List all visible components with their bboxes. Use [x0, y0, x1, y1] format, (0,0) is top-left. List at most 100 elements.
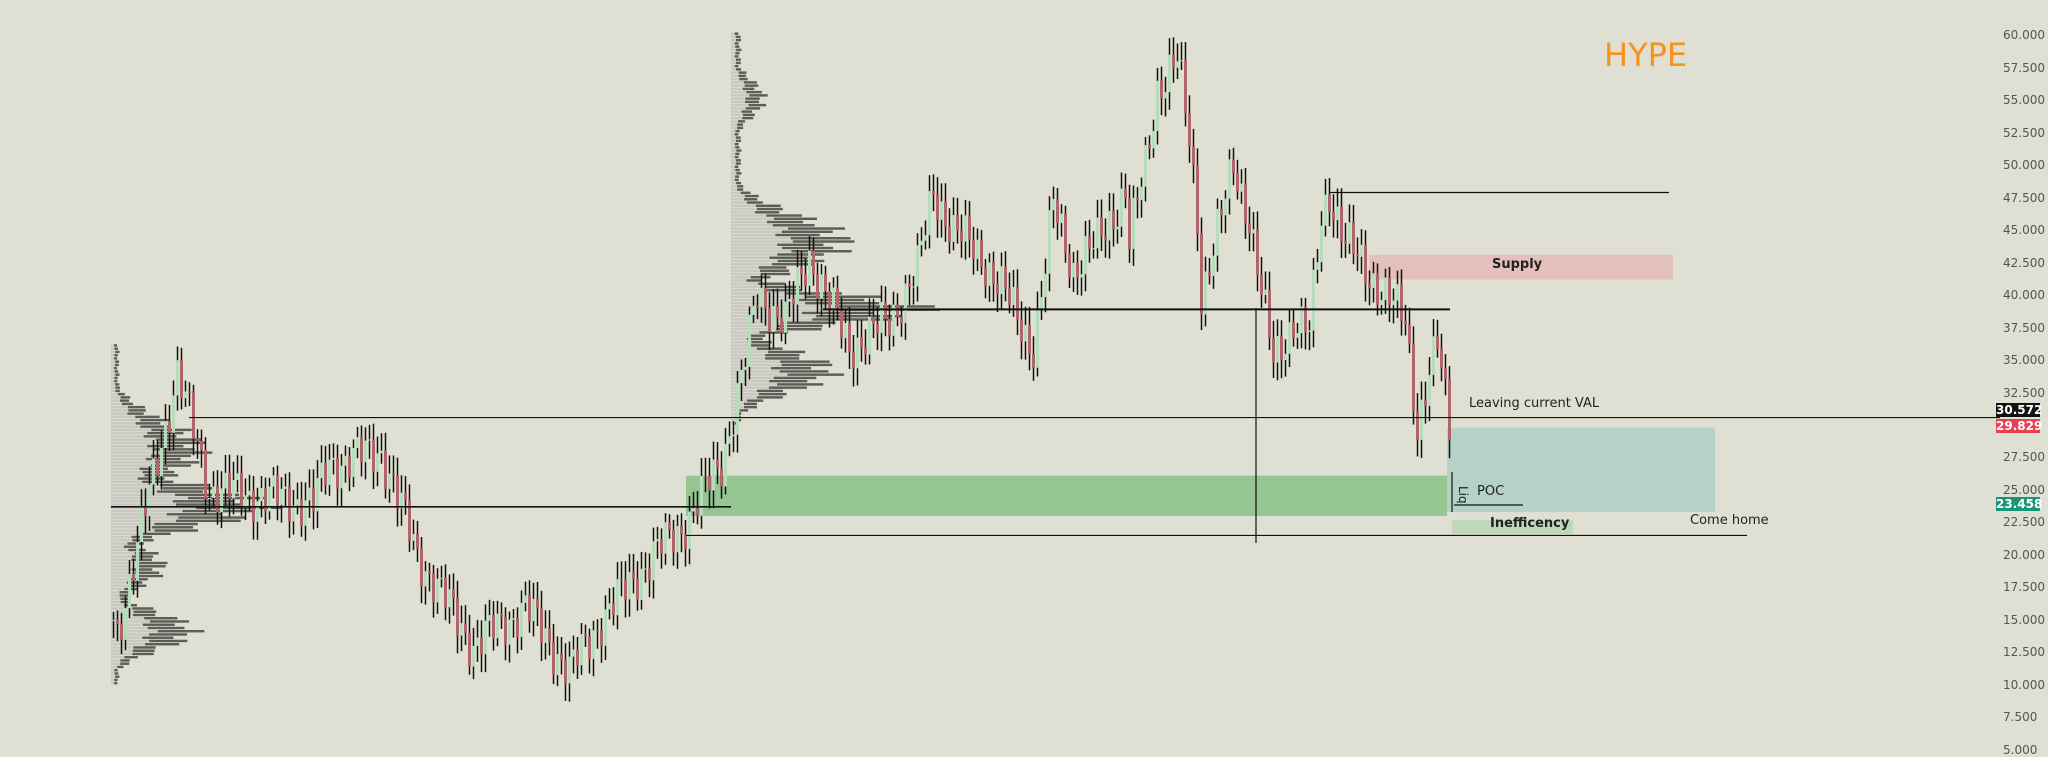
- profile-bar-dark: [812, 318, 894, 321]
- profile-bar-dark: [736, 149, 742, 152]
- profile-bar-light: [731, 233, 776, 237]
- profile-bar-light: [111, 418, 141, 422]
- candle-body: [612, 603, 615, 616]
- candle-body: [1424, 399, 1427, 406]
- profile-bar-dark: [734, 155, 739, 159]
- candle-body: [608, 603, 611, 610]
- candle-body: [1396, 284, 1399, 301]
- candle-body: [656, 539, 659, 542]
- profile-bar-light: [731, 58, 736, 61]
- profile-bar-light: [111, 383, 116, 386]
- profile-bar-light: [111, 461, 156, 464]
- profile-bar-light: [111, 626, 148, 630]
- y-tick-label: 7.500: [2003, 710, 2038, 725]
- profile-bar-dark: [115, 675, 120, 678]
- profile-bar-light: [731, 243, 778, 246]
- profile-bar-light: [731, 276, 751, 279]
- candle-body: [172, 395, 175, 433]
- candle-body: [164, 421, 167, 448]
- candle-body: [144, 506, 147, 517]
- candle-body: [756, 305, 759, 308]
- candle-body: [1128, 198, 1131, 249]
- profile-bar-dark: [832, 305, 935, 308]
- candle-body: [948, 226, 951, 242]
- candle-body: [836, 287, 839, 311]
- profile-bar-dark: [734, 133, 739, 136]
- candle-body: [204, 449, 207, 499]
- candle-body: [936, 194, 939, 220]
- candle-body: [944, 201, 947, 227]
- profile-bar-light: [731, 123, 738, 126]
- candle-body: [916, 245, 919, 287]
- profile-bar-dark: [738, 120, 746, 123]
- profile-bar-dark: [135, 415, 160, 419]
- profile-bar-light: [111, 516, 179, 519]
- candle-body: [1268, 289, 1271, 339]
- candle-body: [208, 497, 211, 499]
- candle-body: [1112, 210, 1115, 230]
- profile-bar-dark: [751, 340, 772, 344]
- candle-body: [232, 479, 235, 499]
- profile-bar-light: [731, 129, 736, 133]
- profile-bar-light: [111, 441, 159, 445]
- profile-bar-dark: [744, 84, 759, 87]
- candle-body: [580, 634, 583, 666]
- candle-body: [440, 577, 443, 579]
- profile-bar-dark: [777, 243, 824, 246]
- profile-bar-light: [111, 529, 155, 532]
- candle-body: [1048, 210, 1051, 274]
- profile-bar-light: [111, 422, 136, 425]
- profile-bar-light: [731, 412, 737, 415]
- candle-body: [1068, 253, 1071, 278]
- profile-bar-dark: [127, 542, 144, 545]
- profile-bar-dark: [119, 399, 129, 402]
- profile-bar-dark: [735, 146, 740, 149]
- candle-body: [728, 436, 731, 444]
- profile-bar-dark: [741, 110, 753, 113]
- candle-body: [468, 632, 471, 667]
- profile-bar-dark: [745, 97, 760, 100]
- profile-bar-dark: [769, 379, 808, 383]
- candle-body: [584, 634, 587, 637]
- candle-body: [1120, 188, 1123, 227]
- profile-bar-light: [731, 263, 773, 266]
- candle-body: [1364, 244, 1367, 284]
- profile-bar-dark: [134, 552, 159, 555]
- candle-body: [476, 637, 479, 646]
- profile-bar-dark: [159, 483, 209, 487]
- y-tick-label: 52.500: [2003, 125, 2045, 140]
- profile-bar-dark: [137, 477, 165, 480]
- profile-bar-dark: [739, 77, 748, 81]
- profile-bar-light: [111, 565, 139, 568]
- y-tick-label: 47.500: [2003, 190, 2045, 205]
- candle-body: [400, 492, 403, 509]
- candle-body: [604, 609, 607, 646]
- profile-bar-light: [731, 360, 781, 363]
- profile-bar-light: [731, 172, 737, 175]
- profile-bar-dark: [142, 636, 174, 639]
- profile-bar-dark: [115, 350, 120, 354]
- profile-bar-light: [111, 610, 134, 613]
- candle-body: [724, 443, 727, 487]
- profile-bar-light: [111, 539, 133, 542]
- profile-bar-light: [731, 334, 749, 337]
- profile-bar-dark: [735, 35, 741, 39]
- candle-body: [376, 453, 379, 472]
- profile-bar-light: [111, 409, 129, 412]
- profile-bar-light: [731, 139, 736, 143]
- candle-body: [592, 630, 595, 659]
- candle-body: [600, 630, 603, 646]
- profile-bar-light: [111, 392, 118, 396]
- profile-bar-dark: [145, 457, 181, 461]
- candle-body: [700, 475, 703, 516]
- candle-body: [136, 542, 139, 581]
- candle-body: [520, 602, 523, 638]
- candle-body: [892, 304, 895, 336]
- come-home-label: Come home: [1690, 513, 1769, 528]
- candle-body: [1344, 241, 1347, 244]
- candle-body: [1140, 186, 1143, 201]
- candle-body: [976, 239, 979, 259]
- profile-bar-dark: [127, 412, 144, 415]
- candle-body: [272, 475, 275, 487]
